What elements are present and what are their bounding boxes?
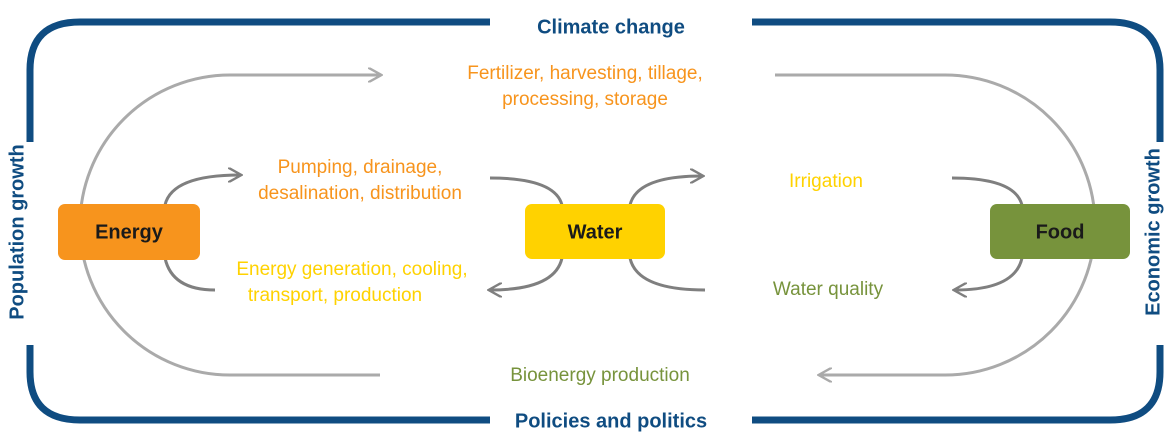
flow-label: Irrigation — [789, 171, 863, 192]
flow-label: Bioenergy production — [510, 365, 690, 386]
arrow — [951, 176, 1024, 206]
arrow — [955, 257, 1024, 290]
frame-top-label: Climate change — [537, 16, 685, 38]
arrow — [628, 176, 702, 206]
node-label: Energy — [95, 221, 164, 243]
arrow — [489, 176, 564, 206]
flow-label: processing, storage — [502, 89, 668, 110]
flow-label: Pumping, drainage, — [278, 157, 443, 178]
frame — [26, 18, 1164, 424]
node-label: Food — [1036, 221, 1085, 243]
water-node — [525, 204, 665, 259]
arrow — [490, 257, 564, 290]
frame-right-label: Economic growth — [1142, 148, 1164, 316]
frame-left-label: Population growth — [6, 144, 28, 320]
food-node — [990, 204, 1130, 259]
arrow — [163, 175, 240, 206]
arrow — [628, 257, 706, 292]
flow-label: transport, production — [248, 285, 422, 306]
flow-label: Water quality — [773, 279, 884, 300]
flow-label: Energy generation, cooling, — [236, 259, 467, 280]
flow-label: Fertilizer, harvesting, tillage, — [467, 63, 703, 84]
node-label: Water — [568, 221, 623, 243]
arrow — [163, 257, 216, 292]
energy-node — [58, 204, 200, 260]
flow-label: desalination, distribution — [258, 183, 462, 204]
frame-bottom-label: Policies and politics — [515, 410, 707, 432]
